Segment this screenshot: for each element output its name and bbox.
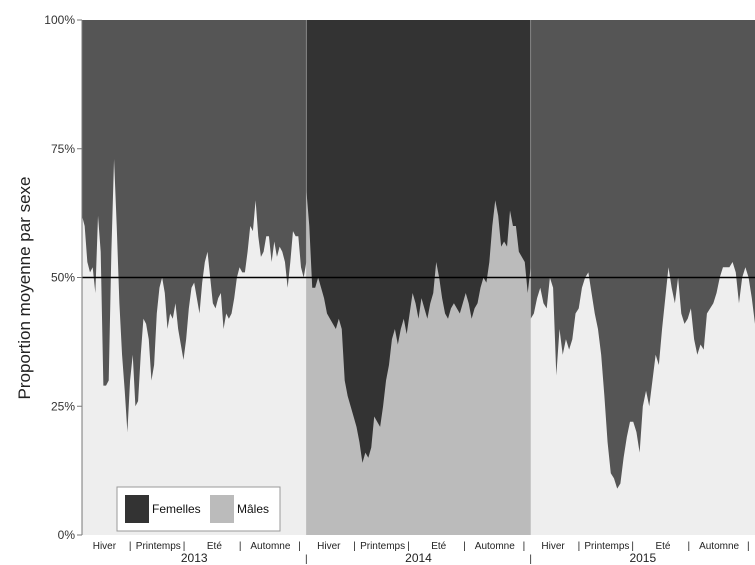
- season-label: Printemps: [360, 541, 405, 552]
- season-label: Hiver: [541, 541, 565, 552]
- season-label: |: [578, 541, 581, 552]
- season-label: Automne: [475, 541, 515, 552]
- year-label-2013: 2013: [181, 551, 208, 565]
- males-area-2015: [530, 262, 755, 535]
- season-label: Hiver: [93, 541, 117, 552]
- season-label: |: [631, 541, 634, 552]
- legend: Femelles Mâles: [116, 486, 281, 532]
- season-label: |: [407, 541, 410, 552]
- y-tick-label: 25%: [51, 399, 75, 413]
- year-label-2015: 2015: [629, 551, 656, 565]
- year-tick-mark: |: [529, 554, 532, 565]
- season-label: |: [298, 541, 301, 552]
- legend-label-femelles: Femelles: [152, 502, 201, 516]
- season-label: |: [129, 541, 132, 552]
- males-area-2014: [306, 189, 531, 535]
- y-axis-label: Proportion moyenne par sexe: [15, 176, 34, 399]
- season-label: Eté: [431, 541, 446, 552]
- y-tick-label: 50%: [51, 271, 75, 285]
- season-label: |: [523, 541, 526, 552]
- year-tick-mark: |: [305, 554, 308, 565]
- season-label: Automne: [250, 541, 290, 552]
- season-label: |: [239, 541, 242, 552]
- y-tick-label: 0%: [58, 528, 76, 542]
- season-label: Hiver: [317, 541, 341, 552]
- season-label: |: [747, 541, 750, 552]
- y-tick-label: 75%: [51, 142, 75, 156]
- males-area-2013: [82, 159, 307, 536]
- season-label: Automne: [699, 541, 739, 552]
- season-label: |: [353, 541, 356, 552]
- data-areas: [82, 159, 755, 536]
- y-axis-ticks: 0% 25% 50% 75% 100%: [44, 13, 82, 542]
- season-label: Eté: [655, 541, 670, 552]
- legend-swatch-males: [210, 495, 234, 523]
- season-label: |: [183, 541, 186, 552]
- legend-label-males: Mâles: [237, 502, 269, 516]
- season-label: Printemps: [136, 541, 181, 552]
- season-label: |: [687, 541, 690, 552]
- season-label: Printemps: [584, 541, 629, 552]
- season-label: Eté: [207, 541, 222, 552]
- year-label-2014: 2014: [405, 551, 432, 565]
- y-tick-label: 100%: [44, 13, 75, 27]
- season-label: |: [463, 541, 466, 552]
- legend-swatch-femelles: [125, 495, 149, 523]
